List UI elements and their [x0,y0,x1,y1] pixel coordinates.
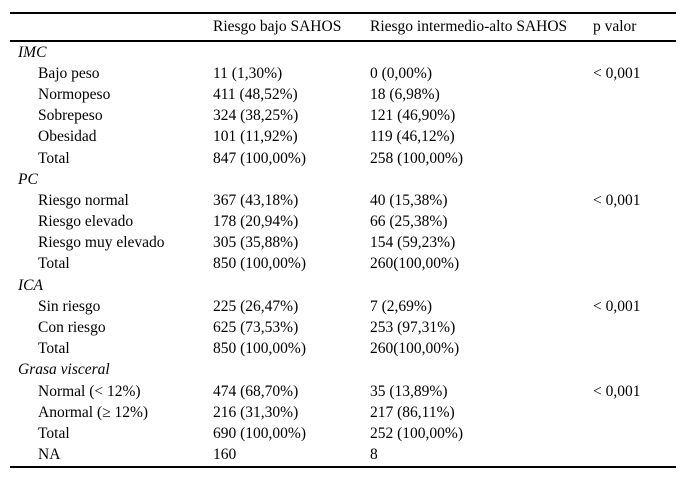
cell-low: 225 (26,47%) [213,297,299,315]
table-row: Bajo peso 11 (1,30%) 0 (0,00%) < 0,001 [10,63,676,84]
table-row: Con riesgo 625 (73,53%) 253 (97,31%) [10,317,676,338]
cell-high: 35 (13,89%) [370,382,448,400]
table-row: Sobrepeso 324 (38,25%) 121 (46,90%) [10,106,676,127]
cell-low: 367 (43,18%) [213,191,299,209]
cell-high: 260(100,00%) [370,255,460,273]
table-row: Total 690 (100,00%) 252 (100,00%) [10,423,676,444]
cell-low: 178 (20,94%) [213,213,299,231]
cell-low: 324 (38,25%) [213,107,299,125]
cell-low: 11 (1,30%) [213,64,283,82]
section-header: ICA [18,276,43,294]
table-row: Sin riesgo 225 (26,47%) 7 (2,69%) < 0,001 [10,296,676,317]
cell-high: 0 (0,00%) [370,64,432,82]
table-row: Normopeso 411 (48,52%) 18 (6,98%) [10,84,676,105]
table-row: Riesgo muy elevado 305 (35,88%) 154 (59,23… [10,233,676,254]
table-row: Total 850 (100,00%) 260(100,00%) [10,339,676,360]
cell-high: 18 (6,98%) [370,85,440,103]
table-row: Anormal (≥ 12%) 216 (31,30%) 217 (86,11%) [10,402,676,423]
table-row: Riesgo normal 367 (43,18%) 40 (15,38%) < 0,… [10,190,676,211]
cell-low: 625 (73,53%) [213,319,299,337]
col-header-label [10,13,213,41]
col-header-riesgo-bajo: Riesgo bajo SAHOS [213,18,342,35]
cell-label: Normal (< 12%) [38,382,141,400]
cell-label: Riesgo normal [38,191,129,209]
cell-p [593,84,676,105]
cell-label: Riesgo muy elevado [38,234,165,252]
cell-low: 216 (31,30%) [213,403,299,421]
header-row: Riesgo bajo SAHOS Riesgo intermedio-alto… [10,13,676,41]
cell-low: 690 (100,00%) [213,424,306,442]
cell-low: 101 (11,92%) [213,128,298,146]
section-header: IMC [18,43,47,61]
cell-p [593,317,676,338]
cell-low: 305 (35,88%) [213,234,299,252]
cell-label: Total [38,340,70,358]
cell-high: 154 (59,23%) [370,234,456,252]
cell-p [593,423,676,444]
cell-p [593,212,676,233]
cell-high: 7 (2,69%) [370,297,432,315]
section-header-row: ICA [10,275,676,296]
table-body: IMC Bajo peso 11 (1,30%) 0 (0,00%) < 0,001 No… [10,41,676,467]
cell-label: Riesgo elevado [38,213,134,231]
cell-label: Total [38,149,70,167]
col-header-riesgo-intermedio-alto: Riesgo intermedio-alto SAHOS [370,18,568,35]
cell-p: < 0,001 [593,191,641,209]
cell-low: 850 (100,00%) [213,340,306,358]
cell-p [593,127,676,148]
statistics-table: Riesgo bajo SAHOS Riesgo intermedio-alto… [10,12,676,468]
statistics-table-container: Riesgo bajo SAHOS Riesgo intermedio-alto… [10,12,676,468]
cell-high: 260(100,00%) [370,340,460,358]
cell-p: < 0,001 [593,382,641,400]
cell-p: < 0,001 [593,64,641,82]
cell-label: NA [38,446,61,464]
cell-low: 847 (100,00%) [213,149,306,167]
section-header: PC [18,170,38,188]
cell-high: 217 (86,11%) [370,403,455,421]
cell-p [593,402,676,423]
table-header: Riesgo bajo SAHOS Riesgo intermedio-alto… [10,13,676,41]
table-row: Normal (< 12%) 474 (68,70%) 35 (13,89%) < 0… [10,381,676,402]
cell-high: 258 (100,00%) [370,149,463,167]
cell-label: Bajo peso [38,64,100,82]
cell-label: Total [38,424,70,442]
section-header-row: PC [10,169,676,190]
cell-label: Normopeso [38,85,111,103]
cell-high: 66 (25,38%) [370,213,448,231]
section-header-row: Grasa visceral [10,360,676,381]
table-row: Riesgo elevado 178 (20,94%) 66 (25,38%) [10,212,676,233]
cell-p [593,339,676,360]
cell-label: Con riesgo [38,319,106,337]
cell-high: 253 (97,31%) [370,319,456,337]
cell-label: Anormal (≥ 12%) [38,403,149,421]
col-header-p-valor: p valor [593,18,637,35]
cell-low: 160 [213,446,237,464]
table-row: Total 847 (100,00%) 258 (100,00%) [10,148,676,169]
table-row: NA 160 8 [10,445,676,467]
cell-p: < 0,001 [593,297,641,315]
cell-p [593,445,676,467]
cell-p [593,254,676,275]
cell-low: 474 (68,70%) [213,382,299,400]
cell-label: Obesidad [38,128,97,146]
section-header: Grasa visceral [18,361,110,379]
cell-label: Total [38,255,70,273]
cell-label: Sin riesgo [38,297,101,315]
cell-high: 121 (46,90%) [370,107,456,125]
cell-high: 8 [370,446,378,464]
cell-high: 252 (100,00%) [370,424,463,442]
cell-label: Sobrepeso [38,107,103,125]
cell-p [593,106,676,127]
cell-low: 411 (48,52%) [213,85,298,103]
section-header-row: IMC [10,41,676,63]
cell-p [593,233,676,254]
cell-high: 119 (46,12%) [370,128,455,146]
cell-high: 40 (15,38%) [370,191,448,209]
table-row: Total 850 (100,00%) 260(100,00%) [10,254,676,275]
cell-low: 850 (100,00%) [213,255,306,273]
table-row: Obesidad 101 (11,92%) 119 (46,12%) [10,127,676,148]
cell-p [593,148,676,169]
